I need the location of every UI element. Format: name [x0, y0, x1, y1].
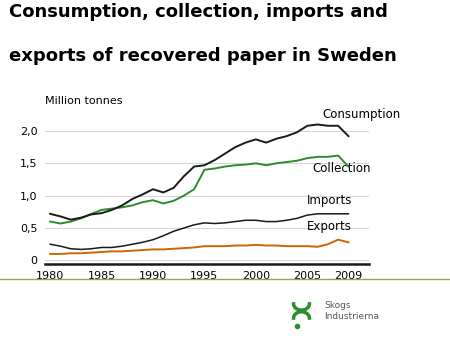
Text: Consumption, collection, imports and: Consumption, collection, imports and	[9, 3, 388, 21]
Text: Skogs
Industrierna: Skogs Industrierna	[324, 301, 379, 321]
Text: Million tonnes: Million tonnes	[45, 96, 122, 106]
Text: Consumption: Consumption	[323, 108, 401, 121]
Text: exports of recovered paper in Sweden: exports of recovered paper in Sweden	[9, 47, 397, 65]
Text: Collection: Collection	[312, 162, 371, 175]
Text: Imports: Imports	[307, 194, 353, 207]
Text: Exports: Exports	[307, 220, 352, 233]
